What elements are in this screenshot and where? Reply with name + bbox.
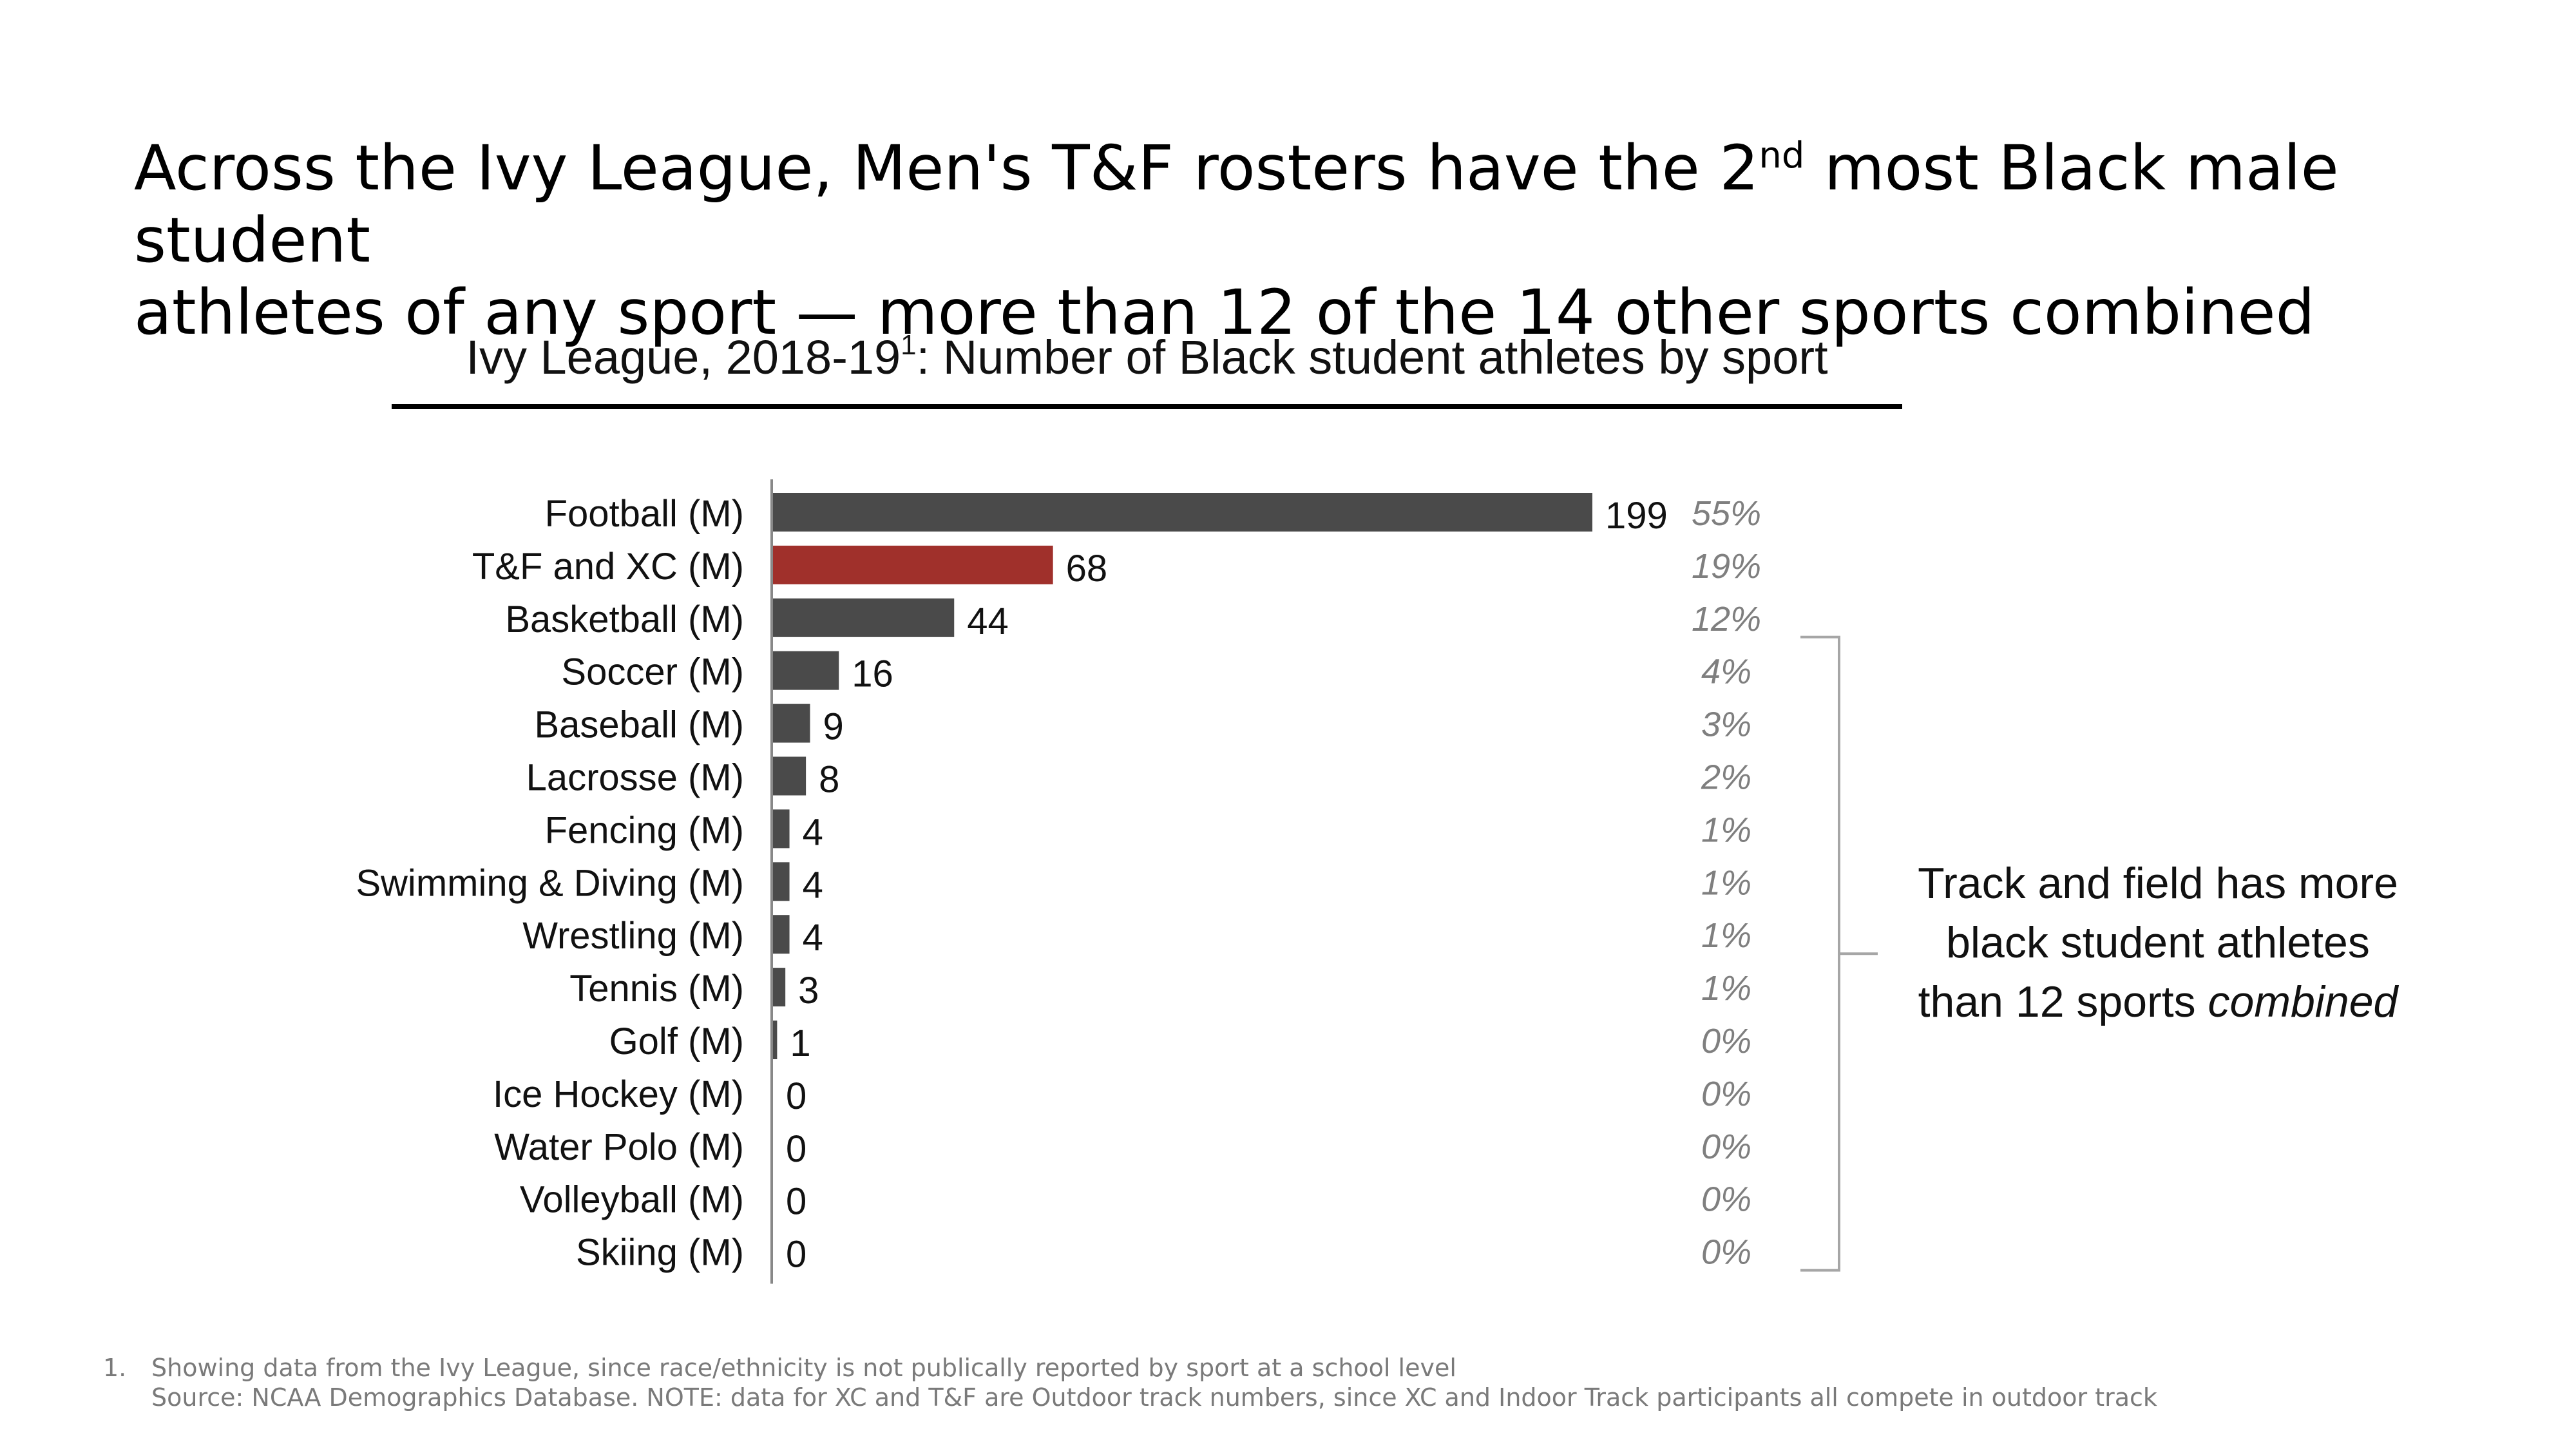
callout-line-3-text: than 12 sports (1918, 977, 2208, 1026)
category-label: Skiing (M) (576, 1232, 744, 1274)
percent-label: 2% (1701, 758, 1751, 797)
percent-label: 0% (1701, 1128, 1751, 1166)
percent-label: 0% (1701, 1022, 1751, 1060)
percent-label: 12% (1692, 600, 1761, 638)
category-label: Lacrosse (M) (526, 757, 744, 799)
footnote-1: 1. Showing data from the Ivy League, sin… (103, 1353, 2486, 1383)
bar (773, 493, 1592, 532)
percent-label: 3% (1701, 705, 1751, 744)
category-label: Water Polo (M) (494, 1126, 744, 1168)
category-label: Basketball (M) (505, 599, 744, 640)
headline-superscript: nd (1759, 135, 1805, 177)
value-label: 4 (803, 811, 823, 853)
bar (773, 915, 790, 954)
value-label: 4 (803, 864, 823, 906)
percent-label: 0% (1701, 1180, 1751, 1219)
bar (773, 1021, 778, 1059)
source-note: Source: NCAA Demographics Database. NOTE… (103, 1383, 2486, 1412)
headline-text-1a: Across the Ivy League, Men's T&F rosters… (134, 132, 1759, 204)
value-label: 3 (798, 970, 819, 1012)
value-label: 199 (1605, 495, 1668, 537)
value-label: 0 (786, 1181, 806, 1223)
value-label: 0 (786, 1075, 806, 1117)
bar (773, 598, 955, 637)
value-label: 16 (852, 653, 893, 695)
percent-label: 1% (1701, 916, 1751, 955)
bar (773, 756, 806, 796)
bar (773, 862, 790, 901)
percent-label: 0% (1701, 1233, 1751, 1272)
category-label: Baseball (M) (534, 704, 744, 746)
headline-line-1: Across the Ivy League, Men's T&F rosters… (134, 132, 2485, 276)
percent-label: 1% (1701, 863, 1751, 902)
headline-line-2: athletes of any sport — more than 12 of … (134, 276, 2315, 349)
value-label: 1 (790, 1022, 810, 1064)
callout-text: Track and field has more black student a… (1868, 854, 2448, 1032)
bar (773, 651, 839, 690)
value-label: 8 (819, 759, 839, 801)
chart-title-rule (392, 404, 1902, 409)
headline-text-1b: most Black male student (134, 132, 2339, 276)
value-label: 44 (967, 600, 1009, 642)
footnote-text: Showing data from the Ivy League, since … (151, 1354, 1456, 1382)
percent-label: 4% (1701, 653, 1751, 691)
bar (773, 809, 790, 849)
category-label: T&F and XC (M) (472, 546, 744, 588)
category-label: Tennis (M) (569, 968, 744, 1010)
chart-title-text: Ivy League, 2018-19 (466, 331, 901, 384)
category-label: Swimming & Diving (M) (356, 862, 744, 904)
callout-line-3: than 12 sports combined (1868, 972, 2448, 1032)
category-label: Football (M) (545, 493, 744, 535)
category-label: Soccer (M) (561, 651, 744, 693)
value-label: 4 (803, 917, 823, 959)
category-label: Volleyball (M) (520, 1179, 744, 1221)
bar (773, 968, 786, 1007)
bar (773, 545, 1053, 584)
percent-label: 19% (1692, 547, 1761, 586)
percent-label: 55% (1692, 494, 1761, 533)
headline: Across the Ivy League, Men's T&F rosters… (134, 132, 2485, 349)
callout-line-2: black student athletes (1946, 918, 2370, 967)
chart-title-text-rest: : Number of Black student athletes by sp… (916, 331, 1828, 384)
category-label: Golf (M) (609, 1021, 744, 1062)
source-text: Source: NCAA Demographics Database. NOTE… (151, 1383, 2157, 1412)
percent-label: 1% (1701, 969, 1751, 1008)
category-label: Fencing (M) (545, 809, 744, 851)
footnote-number: 1. (103, 1354, 127, 1382)
value-label: 0 (786, 1128, 806, 1170)
value-label: 9 (823, 706, 844, 748)
bracket (1800, 635, 1878, 1272)
value-label: 68 (1066, 548, 1108, 590)
callout-emphasis: combined (2208, 977, 2398, 1026)
percent-label: 0% (1701, 1075, 1751, 1113)
chart-title-footnote-marker: 1 (901, 329, 917, 361)
category-label: Wrestling (M) (522, 915, 744, 957)
footnotes: 1. Showing data from the Ivy League, sin… (103, 1353, 2486, 1412)
percent-label: 1% (1701, 811, 1751, 849)
chart-title: Ivy League, 2018-191: Number of Black st… (392, 325, 1902, 390)
value-label: 0 (786, 1234, 806, 1276)
callout-line-1: Track and field has more (1918, 859, 2398, 908)
category-label: Ice Hockey (M) (493, 1073, 744, 1115)
bar (773, 704, 810, 743)
